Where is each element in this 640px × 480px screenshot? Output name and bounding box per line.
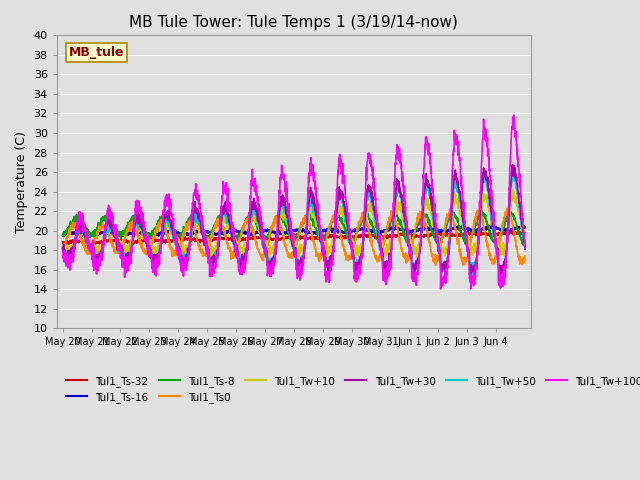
Text: MB_tule: MB_tule — [68, 46, 124, 59]
Legend: Tul1_Ts-32, Tul1_Ts-16, Tul1_Ts-8, Tul1_Ts0, Tul1_Tw+10, Tul1_Tw+30, Tul1_Tw+50,: Tul1_Ts-32, Tul1_Ts-16, Tul1_Ts-8, Tul1_… — [62, 372, 640, 407]
Y-axis label: Temperature (C): Temperature (C) — [15, 131, 28, 233]
Title: MB Tule Tower: Tule Temps 1 (3/19/14-now): MB Tule Tower: Tule Temps 1 (3/19/14-now… — [129, 15, 458, 30]
